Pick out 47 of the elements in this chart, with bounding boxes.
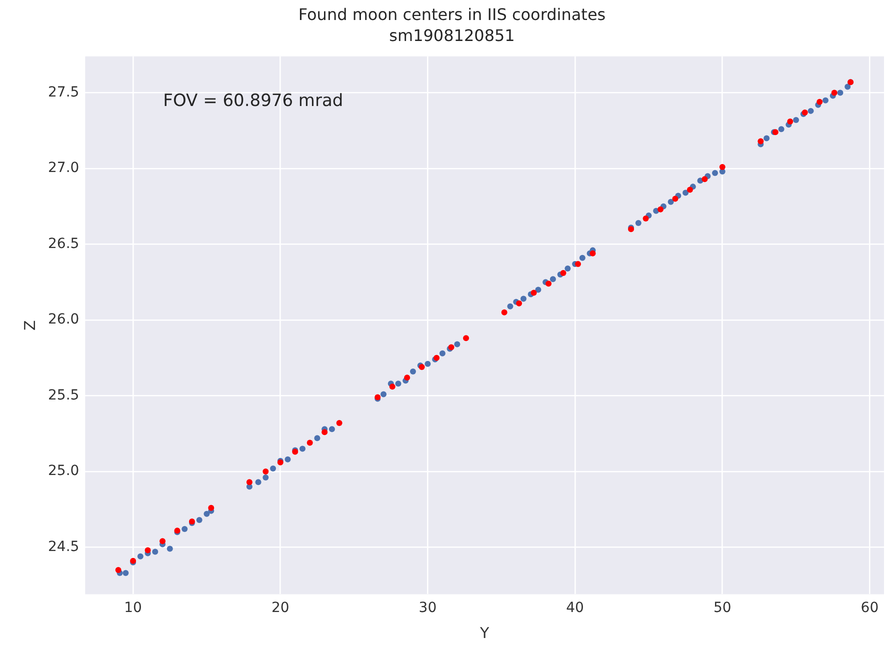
y-tick-label: 25.5	[48, 387, 80, 404]
y-tick-label: 26.0	[48, 312, 80, 328]
point	[306, 440, 313, 446]
y-tick-label: 27.5	[48, 84, 80, 100]
x-tick-label: 40	[566, 600, 584, 616]
point	[144, 547, 151, 554]
point	[590, 250, 596, 256]
point	[463, 335, 470, 342]
point	[642, 216, 649, 222]
point	[574, 260, 581, 267]
point	[516, 300, 522, 306]
point	[160, 538, 166, 544]
x-tick-label: 30	[418, 600, 437, 616]
point	[672, 196, 678, 202]
x-tick-label: 60	[860, 600, 879, 616]
x-tick-label: 20	[271, 600, 290, 616]
x-tick-label: 10	[124, 600, 142, 616]
point	[246, 479, 252, 486]
point	[686, 186, 693, 193]
point	[115, 566, 122, 573]
y-tick-label: 26.5	[48, 236, 80, 252]
chart-subtitle: sm1908120851	[389, 26, 515, 45]
point	[702, 176, 708, 182]
point	[658, 206, 664, 212]
x-tick-label: 50	[713, 600, 732, 616]
point	[787, 118, 794, 125]
y-tick-label: 25.0	[48, 463, 80, 480]
point	[831, 90, 838, 96]
point	[816, 98, 823, 105]
point	[322, 429, 328, 436]
x-axis-title: Y	[479, 624, 490, 642]
point	[560, 270, 566, 276]
point	[336, 420, 342, 426]
point	[208, 504, 214, 511]
annotation: FOV = 60.8976 mrad	[163, 90, 344, 111]
y-tick-label: 27.0	[48, 160, 80, 176]
point	[530, 290, 537, 296]
point	[719, 164, 726, 170]
point	[389, 384, 396, 390]
point	[262, 468, 269, 474]
chart-title: Found moon centers in IIS coordinates	[298, 4, 606, 24]
point	[758, 138, 764, 144]
point	[501, 309, 508, 316]
y-tick-label: 24.5	[48, 538, 80, 555]
y-axis-title: Z	[20, 320, 39, 330]
point	[546, 280, 552, 287]
point	[404, 374, 410, 381]
